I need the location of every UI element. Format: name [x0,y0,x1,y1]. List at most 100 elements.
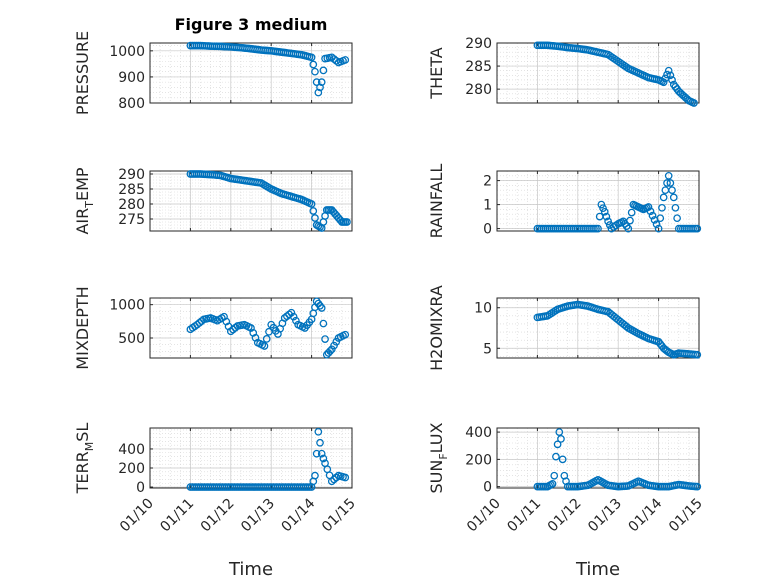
y-tick-label: 275 [118,212,145,228]
data-point [664,66,673,75]
y-tick-label: 500 [118,331,145,347]
data-point [626,216,634,225]
data-point [319,454,328,463]
y-tick-label: 400 [465,425,492,441]
y-axis-label: MIXDEPTH [73,286,92,369]
minor-grid [149,297,353,359]
y-tick-label: 200 [118,461,145,477]
y-tick-label: 285 [465,59,492,75]
data-point [658,203,666,212]
data-point [289,312,298,321]
y-axis-label: RAINFALL [427,164,446,239]
y-tick-label: 900 [118,70,145,86]
data-point [307,53,316,62]
data-point [666,179,675,187]
y-tick-label: 290 [118,167,145,183]
data-point [327,477,336,486]
data-point [309,60,318,69]
data-point [316,438,324,447]
data-point [552,452,560,461]
x-axis-label: Time [575,559,620,580]
data-point [644,203,653,211]
y-tick-label: 0 [136,480,145,496]
data-point [197,317,206,325]
y-tick-label: 0 [483,480,492,496]
axes-box [496,297,700,359]
data-point [312,449,321,458]
data-point [319,66,328,75]
data-point [693,224,702,233]
axes-box [496,427,700,489]
axes-box [149,427,353,489]
data-point [604,217,612,226]
y-axis-label: AIRTEMP [73,167,96,234]
y-tick-label: 280 [465,82,492,98]
data-point [666,71,675,80]
data-point [317,449,326,458]
y-tick-label: 200 [465,452,492,468]
data-point [285,310,294,319]
y-tick-label: 800 [118,96,145,112]
y-axis-label: TERRMSL [73,423,96,495]
data-point [319,319,328,328]
data-point [307,200,316,208]
data-series [533,428,702,491]
x-axis-label: Time [228,559,273,580]
data-point [553,440,562,449]
data-point [668,186,676,195]
data-point [693,350,702,359]
data-point [314,88,323,97]
data-series [186,170,351,232]
data-point [663,179,671,187]
data-point [317,304,326,312]
y-tick-label: 1000 [109,298,145,314]
data-series [186,41,350,97]
data-point [316,83,324,92]
data-series [533,41,698,107]
data-point [317,78,326,86]
data-series [533,171,702,233]
y-tick-label: 0 [483,222,492,238]
data-point [648,211,657,220]
data-point [555,428,564,436]
data-point [311,214,319,222]
data-point [330,475,338,484]
data-point [557,435,565,443]
data-point [550,471,559,480]
data-point [654,224,663,233]
y-tick-label: 2 [483,174,492,190]
data-point [646,207,655,216]
minor-grid [149,428,353,488]
data-point [311,471,319,480]
data-point [312,78,321,86]
data-point [548,480,557,488]
data-point [260,342,269,350]
axes-box [149,170,353,232]
data-point [287,308,296,317]
data-series [186,297,350,359]
data-point [341,330,350,339]
data-point [627,208,636,217]
y-tick-label: 280 [118,197,145,213]
data-point [668,76,676,84]
data-point [292,316,300,325]
data-point [673,214,681,223]
data-point [656,214,665,223]
subplot-h2omixra: 5 10 H2OMIXRA [427,285,702,371]
y-tick-label: 10 [474,301,492,317]
subplot-rainfall: 0 1 2 RAINFALL [427,164,702,239]
subplot-mixdepth: 500 1000 MIXDEPTH [73,286,353,370]
y-tick-label: 285 [118,182,145,198]
data-point [663,70,671,79]
axes-box [149,42,353,104]
axes-box [149,297,353,359]
y-axis-label: THETA [427,47,446,99]
data-point [341,56,350,64]
y-tick-label: 1 [483,198,492,214]
data-point [652,220,661,229]
data-point [262,335,271,343]
y-axis-label: SUNFLUX [427,422,450,493]
data-point [602,212,611,221]
